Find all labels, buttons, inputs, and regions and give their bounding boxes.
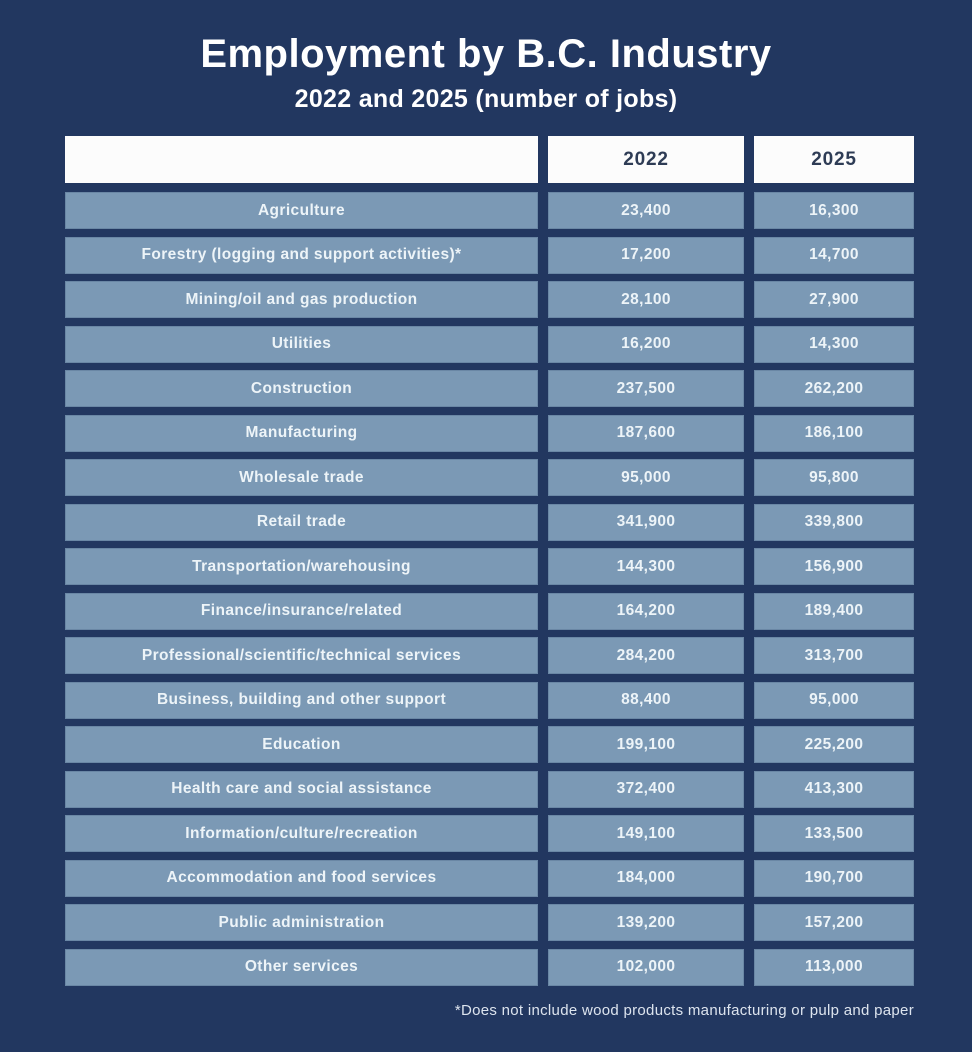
industry-cell: Forestry (logging and support activities…: [65, 236, 538, 274]
value-2025-cell: 95,800: [754, 459, 914, 496]
header-blank-cell: [65, 136, 538, 183]
page-subtitle: 2022 and 2025 (number of jobs): [294, 85, 678, 113]
industry-cell: Construction: [65, 370, 538, 407]
value-2025-cell: 225,200: [754, 726, 914, 763]
table-row: Forestry (logging and support activities…: [65, 236, 914, 274]
table-row: Construction 237,500 262,200: [65, 370, 914, 407]
value-2025-cell: 313,700: [754, 637, 914, 674]
value-2025-cell: 95,000: [754, 681, 914, 719]
table-row: Health care and social assistance 372,40…: [65, 770, 914, 808]
value-2022-cell: 199,100: [548, 726, 744, 763]
value-2025-cell: 262,200: [754, 370, 914, 407]
table-row: Public administration 139,200 157,200: [65, 904, 914, 941]
table-row: Agriculture 23,400 16,300: [65, 192, 914, 229]
page-title: Employment by B.C. Industry: [200, 32, 772, 76]
value-2022-cell: 17,200: [548, 236, 744, 274]
industry-cell: Education: [65, 726, 538, 763]
table-row: Other services 102,000 113,000: [65, 948, 914, 986]
value-2022-cell: 102,000: [548, 948, 744, 986]
value-2025-cell: 14,700: [754, 236, 914, 274]
value-2022-cell: 144,300: [548, 548, 744, 585]
value-2022-cell: 187,600: [548, 414, 744, 452]
industry-cell: Wholesale trade: [65, 459, 538, 496]
table-row: Education 199,100 225,200: [65, 726, 914, 763]
table-row: Mining/oil and gas production 28,100 27,…: [65, 281, 914, 318]
table-row: Wholesale trade 95,000 95,800: [65, 459, 914, 496]
value-2025-cell: 190,700: [754, 859, 914, 897]
value-2022-cell: 184,000: [548, 859, 744, 897]
value-2022-cell: 237,500: [548, 370, 744, 407]
industry-cell: Manufacturing: [65, 414, 538, 452]
table-row: Information/culture/recreation 149,100 1…: [65, 815, 914, 852]
footnote: *Does not include wood products manufact…: [454, 1001, 914, 1019]
table-header-row: 2022 2025: [65, 136, 914, 183]
value-2025-cell: 157,200: [754, 904, 914, 941]
value-2025-cell: 156,900: [754, 548, 914, 585]
value-2022-cell: 88,400: [548, 681, 744, 719]
value-2025-cell: 189,400: [754, 592, 914, 630]
industry-cell: Professional/scientific/technical servic…: [65, 637, 538, 674]
value-2025-cell: 113,000: [754, 948, 914, 986]
industry-cell: Utilities: [65, 325, 538, 363]
table-row: Accommodation and food services 184,000 …: [65, 859, 914, 897]
value-2025-cell: 413,300: [754, 770, 914, 808]
value-2022-cell: 23,400: [548, 192, 744, 229]
table-row: Utilities 16,200 14,300: [65, 325, 914, 363]
table-row: Transportation/warehousing 144,300 156,9…: [65, 548, 914, 585]
table-row: Professional/scientific/technical servic…: [65, 637, 914, 674]
value-2022-cell: 16,200: [548, 325, 744, 363]
value-2022-cell: 372,400: [548, 770, 744, 808]
value-2025-cell: 27,900: [754, 281, 914, 318]
value-2022-cell: 164,200: [548, 592, 744, 630]
value-2022-cell: 149,100: [548, 815, 744, 852]
industry-cell: Retail trade: [65, 503, 538, 541]
table-row: Business, building and other support 88,…: [65, 681, 914, 719]
industry-cell: Public administration: [65, 904, 538, 941]
industry-cell: Health care and social assistance: [65, 770, 538, 808]
industry-cell: Business, building and other support: [65, 681, 538, 719]
value-2025-cell: 16,300: [754, 192, 914, 229]
value-2025-cell: 186,100: [754, 414, 914, 452]
header-2022-cell: 2022: [548, 136, 744, 183]
table-row: Manufacturing 187,600 186,100: [65, 414, 914, 452]
value-2025-cell: 339,800: [754, 503, 914, 541]
header-2025-cell: 2025: [754, 136, 914, 183]
value-2022-cell: 139,200: [548, 904, 744, 941]
industry-cell: Other services: [65, 948, 538, 986]
value-2025-cell: 14,300: [754, 325, 914, 363]
industry-cell: Information/culture/recreation: [65, 815, 538, 852]
table-row: Finance/insurance/related 164,200 189,40…: [65, 592, 914, 630]
value-2022-cell: 284,200: [548, 637, 744, 674]
table-row: Retail trade 341,900 339,800: [65, 503, 914, 541]
industry-cell: Mining/oil and gas production: [65, 281, 538, 318]
value-2025-cell: 133,500: [754, 815, 914, 852]
value-2022-cell: 28,100: [548, 281, 744, 318]
employment-table: 2022 2025 Agriculture 23,400 16,300 Fore…: [65, 136, 914, 986]
value-2022-cell: 95,000: [548, 459, 744, 496]
industry-cell: Accommodation and food services: [65, 859, 538, 897]
value-2022-cell: 341,900: [548, 503, 744, 541]
industry-cell: Transportation/warehousing: [65, 548, 538, 585]
industry-cell: Agriculture: [65, 192, 538, 229]
industry-cell: Finance/insurance/related: [65, 592, 538, 630]
